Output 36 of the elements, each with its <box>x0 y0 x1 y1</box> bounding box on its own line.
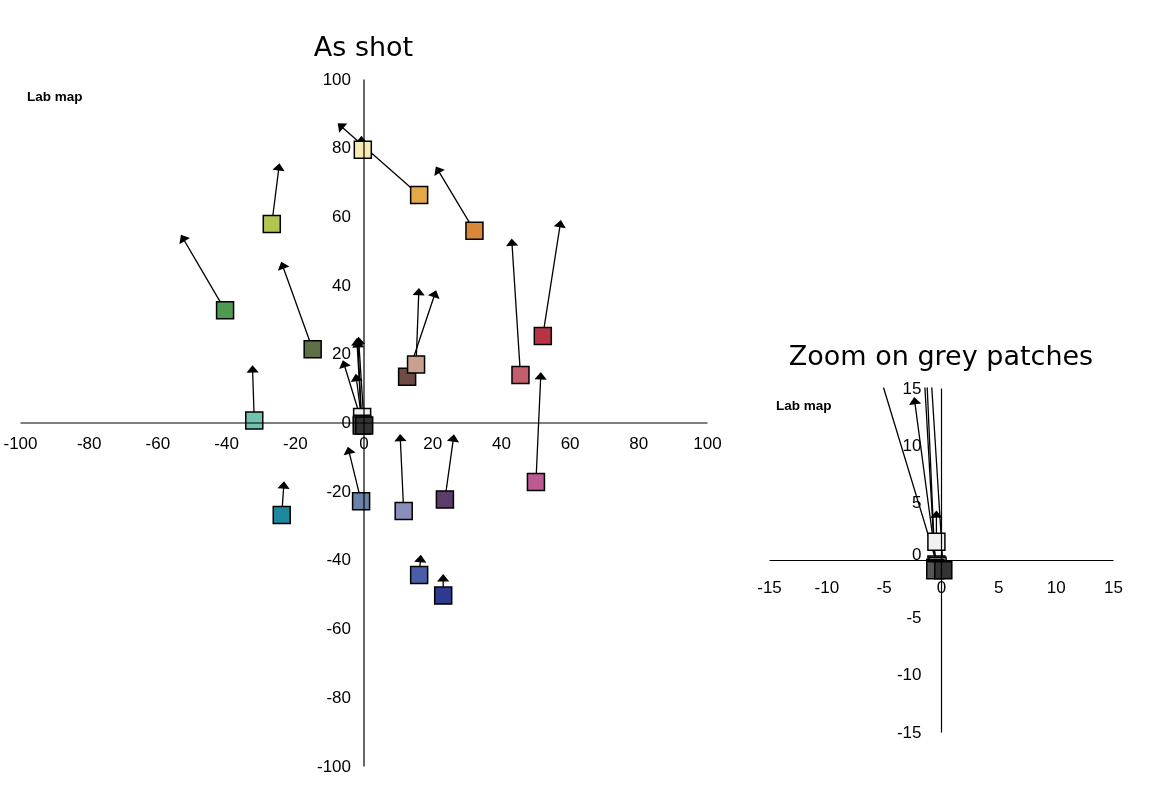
x-tick-label: -60 <box>145 434 171 453</box>
y-tick-label: 0 <box>341 413 351 432</box>
y-tick-label: -100 <box>316 756 351 776</box>
y-tick-label: -60 <box>326 619 351 639</box>
y-tick-label: -5 <box>906 607 922 627</box>
x-tick-label: -100 <box>3 434 38 453</box>
x-tick-label: 80 <box>629 434 649 453</box>
y-tick-label: 80 <box>332 138 351 158</box>
y-tick-label: 20 <box>332 344 351 364</box>
y-tick-label: 15 <box>902 378 922 398</box>
x-tick-label: -80 <box>76 434 102 453</box>
y-tick-label: 0 <box>912 544 922 564</box>
y-tick-label: -10 <box>896 665 922 685</box>
y-tick-label: 40 <box>332 275 351 295</box>
annotation: Lab map <box>27 89 83 104</box>
x-tick-label: -40 <box>214 434 239 453</box>
x-tick-label: -5 <box>876 577 892 597</box>
x-tick-label: 60 <box>560 434 580 453</box>
y-tick-label: -80 <box>326 687 351 707</box>
annotation: Lab map <box>776 398 832 413</box>
y-tick-label: -40 <box>326 550 351 570</box>
x-tick-label: 100 <box>693 434 722 453</box>
x-tick-label: 20 <box>423 434 443 453</box>
x-tick-label: -15 <box>757 577 782 597</box>
chart-title: As shot <box>313 31 414 62</box>
x-tick-label: 10 <box>1046 577 1066 597</box>
y-tick-label: 60 <box>332 206 351 226</box>
y-tick-label: -15 <box>896 722 922 742</box>
x-tick-label: 40 <box>491 434 511 453</box>
x-tick-label: -10 <box>814 577 840 597</box>
x-tick-label: 5 <box>994 577 1004 597</box>
x-tick-label: 15 <box>1104 577 1123 597</box>
y-tick-label: 100 <box>322 69 351 89</box>
x-tick-label: -20 <box>283 434 308 453</box>
chart-title: Zoom on grey patches <box>788 340 1094 371</box>
y-tick-label: -20 <box>326 481 351 501</box>
